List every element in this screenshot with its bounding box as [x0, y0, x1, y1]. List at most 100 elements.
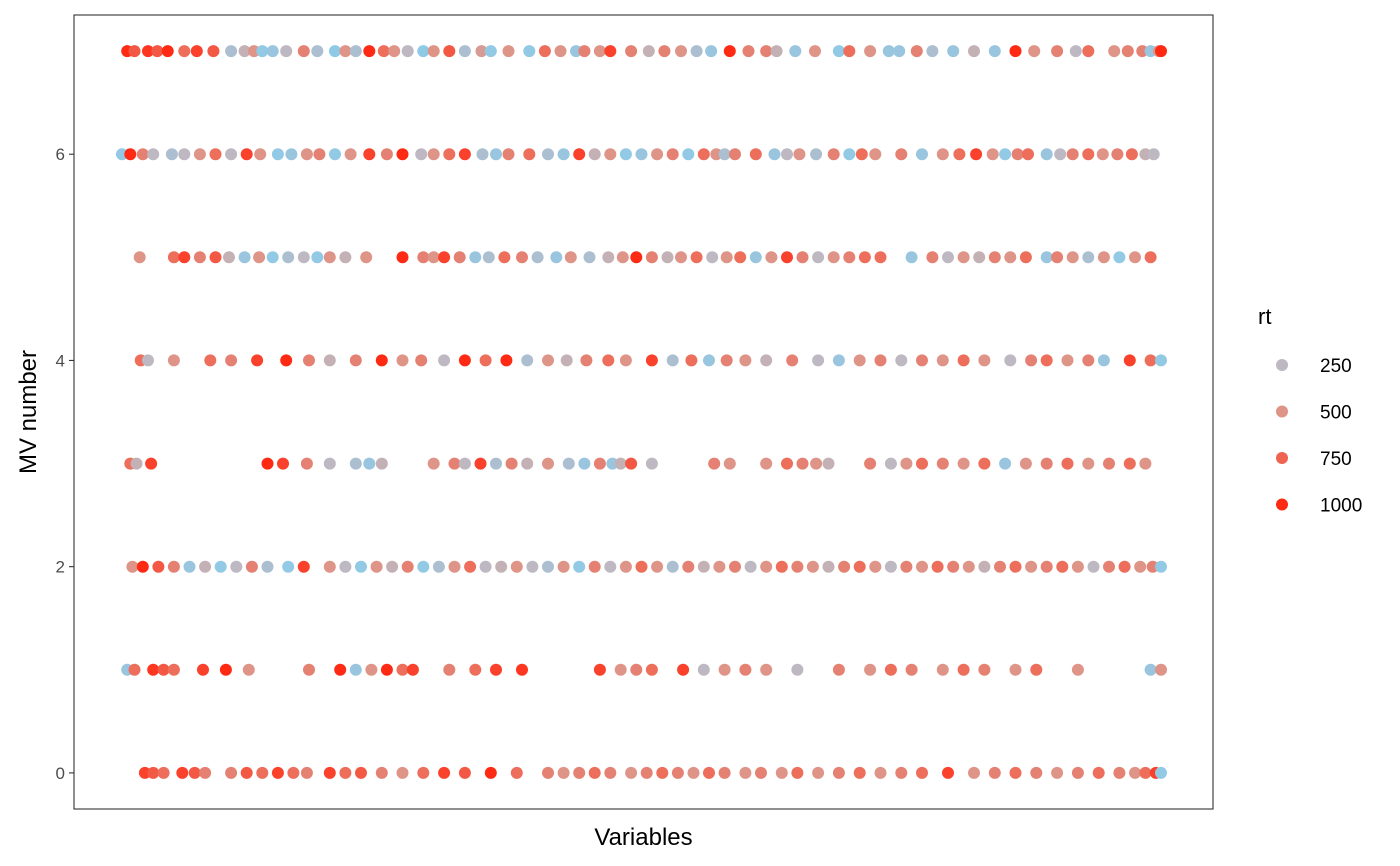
plot-panel-border [73, 14, 1214, 810]
data-point [645, 457, 658, 470]
data-point [502, 148, 515, 161]
data-point [1009, 663, 1022, 676]
data-point [1082, 45, 1095, 58]
data-point [142, 45, 154, 58]
data-point [303, 663, 315, 676]
data-point [895, 766, 908, 779]
data-point [884, 560, 897, 573]
data-point [1139, 148, 1152, 161]
data-point [1103, 457, 1115, 470]
data-point [793, 148, 806, 161]
data-point [151, 45, 164, 58]
data-point [448, 457, 461, 470]
data-point [869, 148, 882, 161]
data-point [791, 560, 804, 573]
data-point [661, 251, 674, 264]
data-point [978, 663, 991, 676]
data-point [183, 560, 196, 573]
data-point [843, 148, 856, 161]
data-point [458, 354, 471, 367]
data-point [193, 251, 206, 264]
y-tick-label: 2 [56, 558, 65, 577]
data-point [225, 148, 238, 161]
data-point [197, 663, 209, 676]
data-point [687, 766, 700, 779]
data-point [916, 560, 928, 573]
data-point [204, 354, 217, 367]
data-point [630, 663, 643, 676]
data-point [988, 45, 1001, 58]
data-point [619, 148, 632, 161]
data-point [432, 560, 445, 573]
data-point [453, 251, 466, 264]
data-point [510, 560, 523, 573]
data-point [1061, 354, 1074, 367]
data-point [1009, 560, 1022, 573]
data-point [884, 457, 897, 470]
data-point [578, 45, 591, 58]
data-point [614, 663, 627, 676]
data-point [370, 560, 383, 573]
data-point [474, 457, 487, 470]
legend-label-750: 750 [1320, 449, 1352, 470]
legend-title: rt [1258, 304, 1271, 329]
data-point [526, 560, 539, 573]
data-point [775, 766, 788, 779]
data-point [557, 148, 570, 161]
data-point [406, 663, 419, 676]
data-point [853, 560, 866, 573]
data-point [401, 45, 414, 58]
data-point [1113, 251, 1126, 264]
data-point [1056, 560, 1069, 573]
data-point [677, 663, 690, 676]
data-point [926, 45, 939, 58]
data-point [1069, 45, 1082, 58]
data-point [339, 251, 352, 264]
data-point [947, 45, 960, 58]
data-point [1040, 148, 1053, 161]
data-point [916, 766, 928, 779]
data-point [157, 766, 170, 779]
data-point [128, 663, 141, 676]
data-point [458, 148, 471, 161]
data-point [329, 45, 341, 58]
data-point [542, 354, 554, 367]
data-point [300, 148, 313, 161]
data-point [651, 560, 664, 573]
data-point [781, 251, 793, 264]
data-point [245, 560, 258, 573]
data-point [344, 148, 357, 161]
data-point [739, 766, 752, 779]
data-point [560, 354, 573, 367]
data-point [832, 45, 845, 58]
data-point [1097, 354, 1110, 367]
data-point [791, 663, 804, 676]
data-point [936, 148, 949, 161]
data-point [484, 766, 497, 779]
data-point [323, 354, 336, 367]
data-point [280, 45, 293, 58]
data-point [380, 148, 393, 161]
data-point [645, 354, 658, 367]
data-point [167, 663, 180, 676]
data-point [152, 560, 165, 573]
data-point [573, 560, 586, 573]
data-point [625, 457, 638, 470]
data-point [781, 148, 793, 161]
data-point [625, 766, 638, 779]
data-point [853, 766, 866, 779]
data-point [749, 251, 762, 264]
data-point [882, 45, 895, 58]
data-point [864, 663, 877, 676]
data-point [697, 560, 710, 573]
data-point [427, 457, 440, 470]
data-point [277, 457, 289, 470]
data-point [542, 148, 554, 161]
data-point [604, 45, 617, 58]
data-point [469, 663, 482, 676]
data-point [635, 560, 648, 573]
data-point [606, 457, 619, 470]
y-axis: 0 2 4 6 [56, 145, 74, 783]
data-point [884, 663, 897, 676]
data-point [1144, 354, 1157, 367]
